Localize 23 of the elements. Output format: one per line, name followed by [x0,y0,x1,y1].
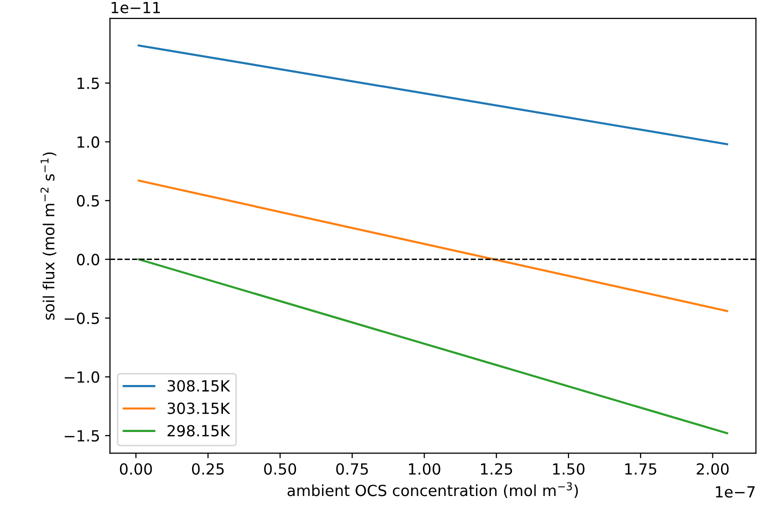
x-tick-label: 1.25 [481,463,512,475]
x-tick-label: 0.00 [120,463,152,475]
y-tick-label: −1.0 [64,371,100,383]
y-axis-title: soil flux (mol m$^{−2}$ s$^{−1}$) [40,152,56,320]
text: 1e−7 [716,486,755,498]
x-tick-label: 0.25 [192,463,224,475]
y-tick-label: 1.5 [78,78,99,90]
y-tick-label: 0.0 [76,254,100,266]
x-tick-label: 1.00 [408,463,440,475]
x-tick-label: 0.50 [264,463,296,475]
y-tick-label: 1.0 [78,136,100,148]
legend-label: 298.15K [168,424,230,437]
x-tick-label: 1.75 [625,463,656,475]
x-tick-label: 1.50 [553,463,584,475]
x-tick-label: 0.75 [336,463,368,475]
text: 1e−11 [112,2,160,14]
y-tick-label: −0.5 [64,312,99,324]
x-tick-label: 2.00 [696,463,729,475]
legend-label: 303.15K [168,402,230,414]
y-tick-label: −1.5 [64,430,99,442]
x-axis-title: ambient OCS concentration (mol m$^{−3}$) [288,482,578,498]
legend-label: 308.15K [168,380,230,392]
y-tick-label: 0.5 [76,195,99,207]
